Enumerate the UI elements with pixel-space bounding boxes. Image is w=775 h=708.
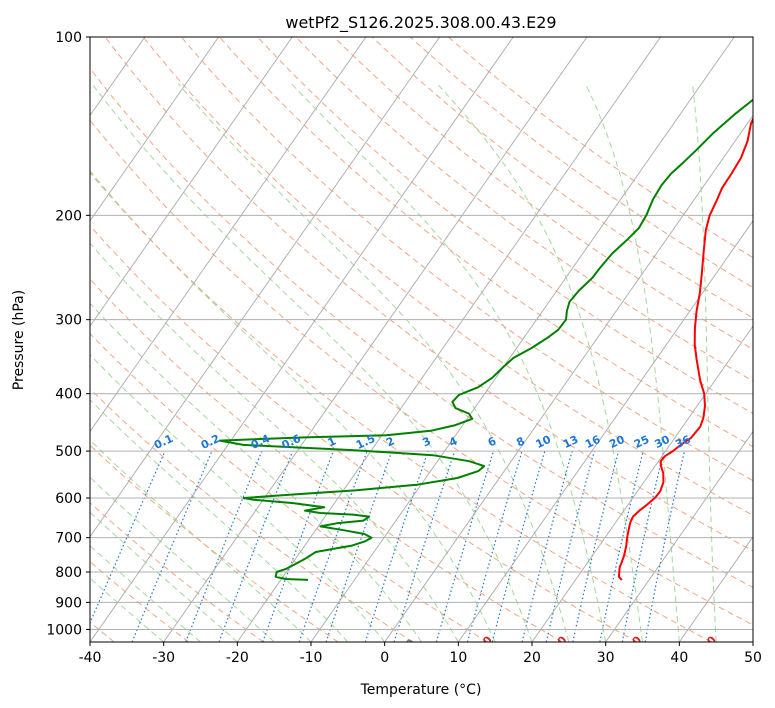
moist-adiabat xyxy=(90,577,165,642)
mixing-ratio-line xyxy=(545,450,595,642)
dry-adiabat-label: 0 xyxy=(403,636,418,651)
dry-adiabat-label: 30 xyxy=(624,633,644,653)
dry-adiabat-label: 20 xyxy=(550,633,570,653)
dewpoint-line xyxy=(218,98,753,581)
moist-adiabat xyxy=(90,170,496,642)
moist-adiabat xyxy=(90,242,459,642)
dry-adiabat xyxy=(104,37,753,552)
y-tick-label: 100 xyxy=(55,30,82,46)
mixing-ratio-line xyxy=(298,450,368,642)
x-axis: -40 -30 -20 -10 0 10 20 30 40 50 xyxy=(79,642,762,666)
y-tick-label: 700 xyxy=(55,531,82,547)
x-tick-label: -30 xyxy=(152,650,175,666)
dry-adiabat-label: 10 xyxy=(475,633,495,653)
isotherm xyxy=(384,114,753,642)
dry-adiabat xyxy=(90,119,753,626)
x-tick-label: 30 xyxy=(597,650,615,666)
y-axis: 100 200 300 400 500 600 700 800 900 1000 xyxy=(46,30,90,638)
isotherm xyxy=(605,430,753,642)
mixing-ratio-label: 20 xyxy=(607,433,627,451)
moist-adiabat xyxy=(585,83,680,642)
mixing-ratio-label: 10 xyxy=(534,433,554,451)
mixing-ratio-line xyxy=(185,450,263,642)
mixing-ratio-label: 25 xyxy=(632,433,651,451)
y-tick-label: 500 xyxy=(55,444,82,460)
moist-adiabat xyxy=(90,476,275,642)
dry-adiabat xyxy=(90,171,712,642)
moist-adiabat xyxy=(691,83,717,642)
mixing-ratio-line xyxy=(364,450,429,642)
x-tick-label: 40 xyxy=(670,650,688,666)
isotherms xyxy=(90,37,753,642)
dry-adiabat xyxy=(257,37,753,415)
isotherm xyxy=(90,37,367,433)
moist-adiabat xyxy=(91,83,533,642)
mixing-ratio-line xyxy=(90,450,166,625)
isotherm xyxy=(531,325,753,642)
isotherm xyxy=(310,37,735,642)
dry-adiabat xyxy=(90,67,753,588)
isotherm xyxy=(236,37,661,642)
moist-adiabat xyxy=(90,302,422,642)
y-tick-label: 400 xyxy=(55,387,82,403)
mixing-ratio-label: 13 xyxy=(561,433,580,451)
isotherm xyxy=(90,37,219,222)
y-axis-label: Pressure (hPa) xyxy=(11,290,27,390)
chart-title: wetPf2_S126.2025.308.00.43.E29 xyxy=(285,13,556,33)
dry-adiabat xyxy=(90,502,264,642)
x-tick-label: -40 xyxy=(79,650,102,666)
isotherm xyxy=(90,37,293,327)
dry-adiabat-label: 40 xyxy=(699,633,719,653)
dry-adiabat xyxy=(90,332,488,642)
y-tick-label: 800 xyxy=(55,565,82,581)
x-tick-label: -10 xyxy=(300,650,323,666)
mixing-ratio-label: 30 xyxy=(653,433,673,451)
x-tick-label: 0 xyxy=(380,650,389,666)
isotherm xyxy=(90,37,514,642)
moist-adiabat xyxy=(90,544,201,642)
isotherm xyxy=(678,535,753,642)
y-tick-label: 600 xyxy=(55,491,82,507)
mixing-ratio-line xyxy=(521,450,573,642)
temperature-line xyxy=(617,116,753,581)
moist-adiabat xyxy=(178,83,570,642)
isotherm xyxy=(457,220,753,642)
isobar-gridlines xyxy=(90,37,753,630)
dry-adiabat xyxy=(219,37,753,448)
dry-adiabat xyxy=(295,37,753,382)
y-tick-label: 300 xyxy=(55,313,82,329)
dry-adiabat xyxy=(409,37,753,289)
x-axis-label: Temperature (°C) xyxy=(360,682,482,698)
profile-lines xyxy=(218,98,753,581)
x-tick-label: 50 xyxy=(744,650,762,666)
x-tick-label: 10 xyxy=(449,650,467,666)
mixing-ratio-label: 16 xyxy=(583,433,603,451)
mixing-ratio-line xyxy=(131,450,213,642)
isotherm xyxy=(163,37,588,642)
moist-adiabat xyxy=(291,83,607,642)
mixing-ratio-line xyxy=(262,450,334,642)
y-tick-label: 900 xyxy=(55,595,82,611)
x-tick-label: -20 xyxy=(226,650,249,666)
y-tick-label: 1000 xyxy=(46,622,82,638)
mixing-ratio-line xyxy=(572,450,620,642)
mixing-ratio-line xyxy=(435,450,495,642)
dry-adiabat xyxy=(90,278,563,642)
mixing-ratio-line xyxy=(325,450,393,642)
mixing-ratio-line xyxy=(218,450,294,642)
y-tick-label: 200 xyxy=(55,208,82,224)
mixing-ratio-line xyxy=(599,450,644,642)
isotherm xyxy=(90,37,440,538)
dry-adiabat xyxy=(142,37,753,516)
plot-frame xyxy=(89,36,754,643)
mixing-ratio-line xyxy=(466,450,523,642)
plot-area: 0.10.20.40.611.52346810131620253036-100-… xyxy=(46,30,762,666)
mixing-ratio-label: 36 xyxy=(673,433,693,451)
x-tick-label: 20 xyxy=(523,650,541,666)
moist-adiabat xyxy=(90,439,312,642)
moist-adiabat xyxy=(90,399,349,642)
